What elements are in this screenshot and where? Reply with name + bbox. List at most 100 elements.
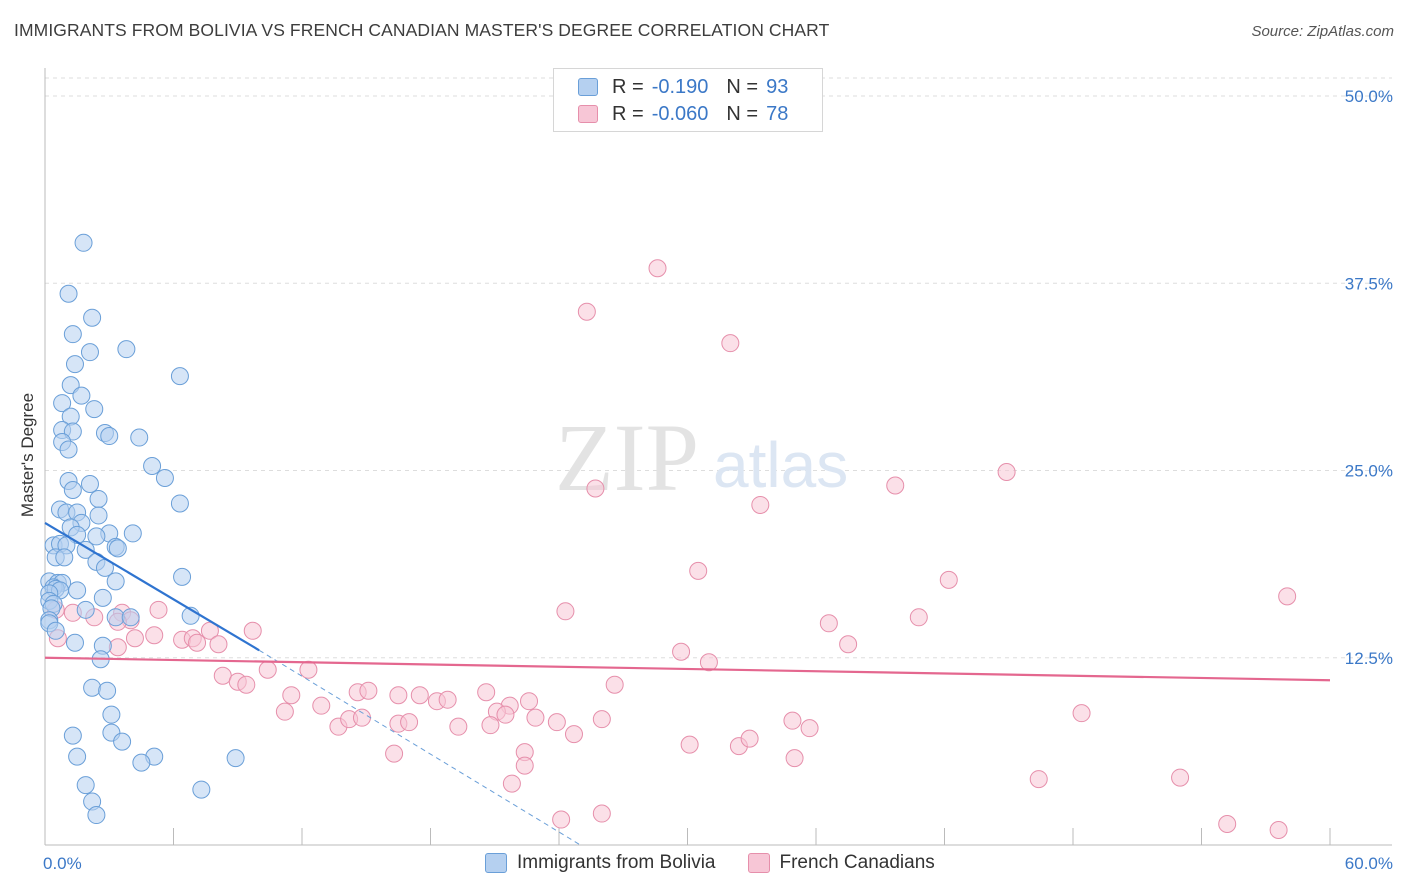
point-french-canadians [819,614,838,633]
point-bolivia [106,572,125,591]
point-bolivia [89,506,108,525]
watermark-atlas: atlas [713,429,848,501]
point-french-canadians [672,642,691,661]
point-bolivia [65,633,84,652]
point-french-canadians [839,635,858,654]
point-french-canadians [438,690,457,709]
y-tick-label: 12.5% [1345,649,1393,668]
bolivia-points [40,233,245,825]
legend-row-bolivia: R = -0.190 N = 93 [578,75,788,99]
point-bolivia [65,355,84,374]
point-french-canadians [1072,704,1091,723]
point-bolivia [121,608,140,627]
point-french-canadians [556,602,575,621]
legend-r-value: -0.190 [651,75,709,98]
point-french-canadians [740,729,759,748]
point-bolivia [93,588,112,607]
point-french-canadians [385,744,404,763]
legend-label-bolivia: Immigrants from Bolivia [517,852,716,873]
point-french-canadians [496,705,515,724]
point-bolivia [63,726,82,745]
point-french-canadians [586,479,605,498]
point-french-canadians [1029,770,1048,789]
point-bolivia [63,480,82,499]
point-bolivia [132,753,151,772]
legend-n-value: 78 [766,102,789,125]
point-french-canadians [1269,821,1288,840]
legend-row-french-canadians: R = -0.060 N = 78 [578,102,788,126]
point-bolivia [68,747,87,766]
point-french-canadians [909,608,928,627]
point-french-canadians [149,600,168,619]
point-bolivia [192,780,211,799]
point-bolivia [59,284,78,303]
point-french-canadians [515,756,534,775]
point-french-canadians [477,683,496,702]
point-bolivia [83,678,102,697]
point-french-canadians [564,725,583,744]
point-french-canadians [352,708,371,727]
stats-legend: R = -0.190 N = 93 R = -0.060 N = 78 [553,68,823,132]
trend-lines [44,521,1331,846]
point-bolivia [76,600,95,619]
point-french-canadians [605,675,624,694]
point-french-canadians [125,629,144,648]
watermark-zip: ZIP [555,404,699,511]
point-bolivia [87,806,106,825]
point-bolivia [155,468,174,487]
point-bolivia [123,524,142,543]
point-bolivia [100,427,119,446]
legend-n-value: 93 [766,75,789,98]
point-french-canadians [410,686,429,705]
point-bolivia [83,308,102,327]
point-french-canadians [209,635,228,654]
source-credit: Source: ZipAtlas.com [1251,23,1394,40]
point-french-canadians [389,686,408,705]
point-bolivia [170,494,189,513]
point-bolivia [74,233,93,252]
legend-r-label: R = [612,75,644,98]
point-bolivia [80,343,99,362]
point-bolivia [59,440,78,459]
point-bolivia [173,567,192,586]
point-french-canadians [1171,768,1190,787]
point-french-canadians [939,570,958,589]
point-french-canadians [785,749,804,768]
series-legend: Immigrants from Bolivia French Canadians [485,852,967,874]
legend-n-label: N = [726,102,759,125]
chart-title: IMMIGRANTS FROM BOLIVIA VS FRENCH CANADI… [14,20,830,40]
point-french-canadians [592,804,611,823]
legend-item-french-canadians[interactable]: French Canadians [747,852,935,874]
point-french-canadians [783,711,802,730]
point-french-canadians [721,334,740,353]
french-canadians-points [46,259,1297,840]
point-bolivia [63,325,82,344]
point-french-canadians [689,561,708,580]
point-bolivia [130,428,149,447]
legend-r-label: R = [612,102,644,125]
point-bolivia [108,539,127,558]
point-french-canadians [997,462,1016,481]
point-bolivia [46,621,65,640]
legend-swatch-blue [578,78,598,96]
point-french-canadians [680,735,699,754]
point-bolivia [89,489,108,508]
point-french-canadians [481,716,500,735]
point-french-canadians [237,675,256,694]
tick-labels: 12.5% 25.0% 37.5% 50.0% 0.0% 60.0% [43,87,1393,873]
point-french-canadians [299,660,318,679]
point-french-canadians [282,686,301,705]
point-french-canadians [275,702,294,721]
legend-swatch-pink [747,853,770,873]
point-french-canadians [449,717,468,736]
point-french-canadians [577,302,596,321]
point-bolivia [68,581,87,600]
point-bolivia [55,548,74,567]
point-french-canadians [699,653,718,672]
trend-line-french-canadians [44,656,1331,682]
point-french-canadians [200,621,219,640]
point-bolivia [53,394,72,413]
legend-item-bolivia[interactable]: Immigrants from Bolivia [485,852,716,874]
point-french-canadians [520,692,539,711]
